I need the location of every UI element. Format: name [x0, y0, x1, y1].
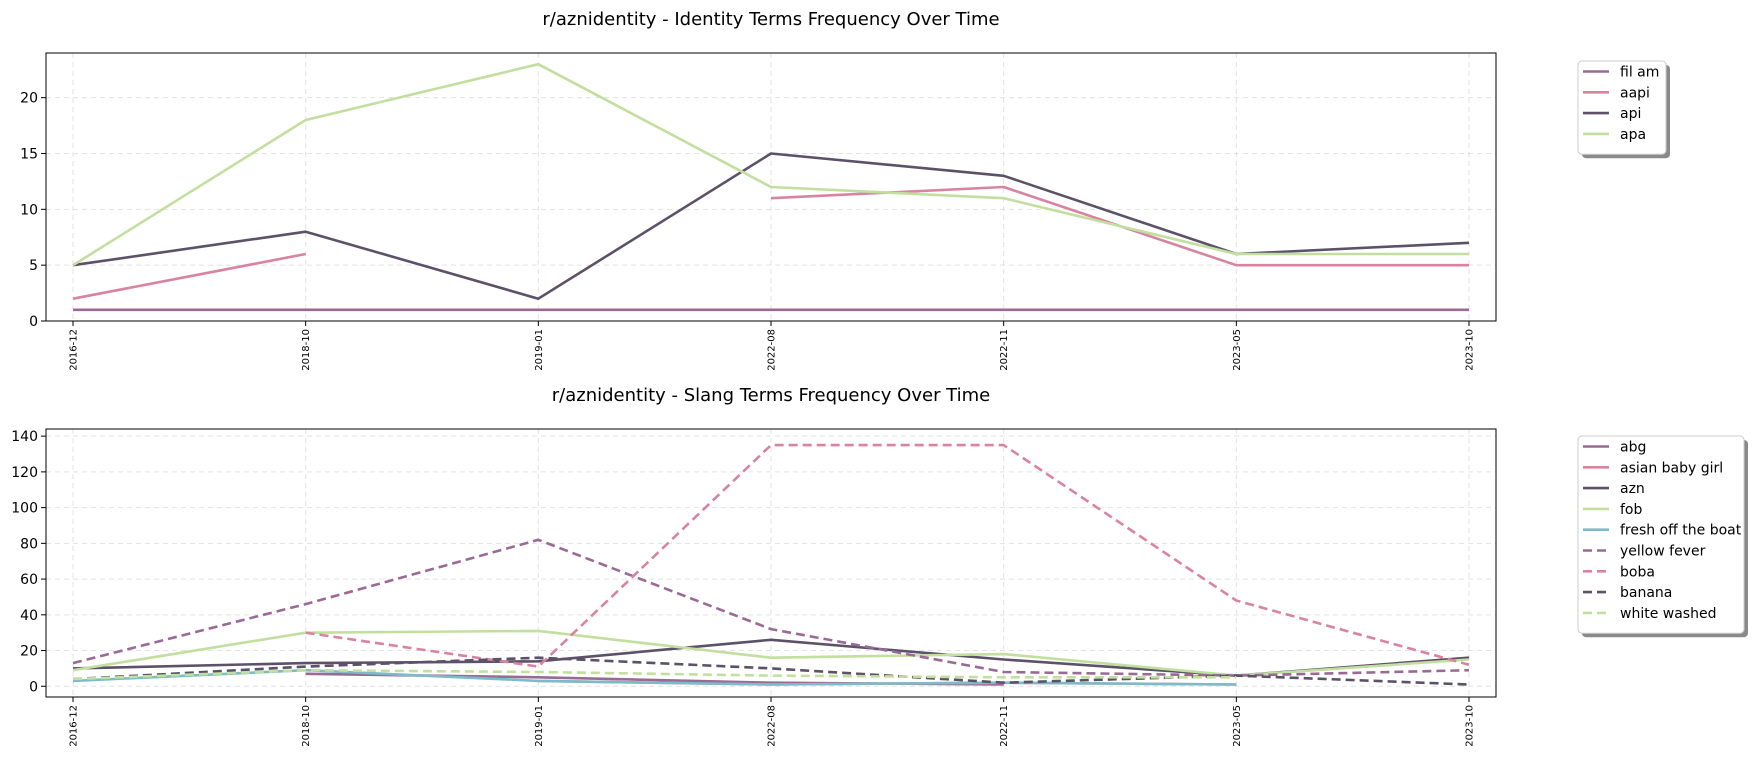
x-axis: 2016-12 2018-10 2019-01 2022-08 2022-11 2023-… — [69, 321, 1476, 371]
series-line-yellow-fever — [72, 538, 1470, 677]
x-tick-label: 2016-12 — [69, 329, 80, 371]
x-tick-label: 2023-05 — [1232, 705, 1243, 747]
legend-label: abg — [1620, 440, 1646, 456]
y-tick-label: 5 — [29, 258, 38, 274]
x-tick-label: 2023-10 — [1465, 705, 1476, 747]
series-group — [72, 443, 1470, 686]
y-tick-label: 0 — [29, 314, 38, 330]
y-axis: 0 20 40 60 80 100 120 140 — [11, 429, 46, 695]
legend-label: asian baby girl — [1620, 460, 1723, 476]
x-tick-label: 2016-12 — [69, 705, 80, 747]
legend-label: fob — [1620, 502, 1642, 518]
legend-box — [1577, 435, 1745, 634]
legend: fil am aapi api apa — [1577, 60, 1670, 159]
legend-label: yellow fever — [1620, 544, 1706, 560]
x-tick-label: 2022-08 — [767, 705, 778, 747]
y-tick-label: 80 — [20, 536, 38, 552]
y-tick-label: 20 — [20, 91, 38, 107]
x-tick-label: 2019-01 — [534, 329, 545, 371]
y-tick-label: 15 — [20, 147, 38, 163]
y-tick-label: 0 — [29, 679, 38, 695]
series-line-apa — [72, 62, 1469, 267]
legend-label: banana — [1620, 585, 1672, 601]
chart-title: r/aznidentity - Identity Terms Frequency… — [542, 9, 999, 30]
y-axis: 0 5 10 15 20 — [20, 91, 46, 330]
x-tick-label: 2019-01 — [534, 705, 545, 747]
legend-label: aapi — [1620, 85, 1650, 101]
x-tick-label: 2023-05 — [1232, 329, 1243, 371]
legend-label: fil am — [1620, 65, 1659, 81]
x-tick-label: 2018-10 — [301, 705, 312, 747]
x-tick-label: 2022-11 — [999, 329, 1010, 371]
y-tick-label: 10 — [20, 202, 38, 218]
x-tick-label: 2018-10 — [301, 329, 312, 371]
legend-box — [1577, 60, 1667, 155]
x-tick-label: 2023-10 — [1465, 329, 1476, 371]
y-tick-label: 120 — [11, 465, 38, 481]
legend-label: azn — [1620, 481, 1645, 497]
x-tick-label: 2022-08 — [767, 329, 778, 371]
chart-2: r/aznidentity - Slang Terms Frequency Ov… — [11, 385, 1748, 747]
series-line-banana — [72, 656, 1470, 686]
y-tick-label: 40 — [20, 608, 38, 624]
chart-1: r/aznidentity - Identity Terms Frequency… — [20, 9, 1670, 371]
y-tick-label: 100 — [11, 501, 38, 517]
series-line-white-washed — [72, 668, 1237, 681]
y-tick-label: 60 — [20, 572, 38, 588]
legend-label: api — [1620, 106, 1641, 122]
legend-label: fresh off the boat — [1620, 523, 1742, 539]
series-line-fresh-off-the-boat — [72, 668, 1237, 686]
series-group — [72, 62, 1470, 312]
legend: abg asian baby girl azn fob fresh off the bo… — [1577, 435, 1748, 638]
chart-title: r/aznidentity - Slang Terms Frequency Ov… — [552, 385, 991, 406]
y-tick-label: 20 — [20, 644, 38, 660]
legend-label: boba — [1620, 564, 1655, 580]
series-line-boba — [305, 443, 1470, 668]
x-tick-label: 2022-11 — [999, 705, 1010, 747]
legend-label: white washed — [1620, 606, 1716, 622]
x-axis: 2016-12 2018-10 2019-01 2022-08 2022-11 2023-… — [69, 697, 1476, 747]
legend-label: apa — [1620, 127, 1646, 143]
y-tick-label: 140 — [11, 429, 38, 445]
grid — [46, 429, 1496, 697]
